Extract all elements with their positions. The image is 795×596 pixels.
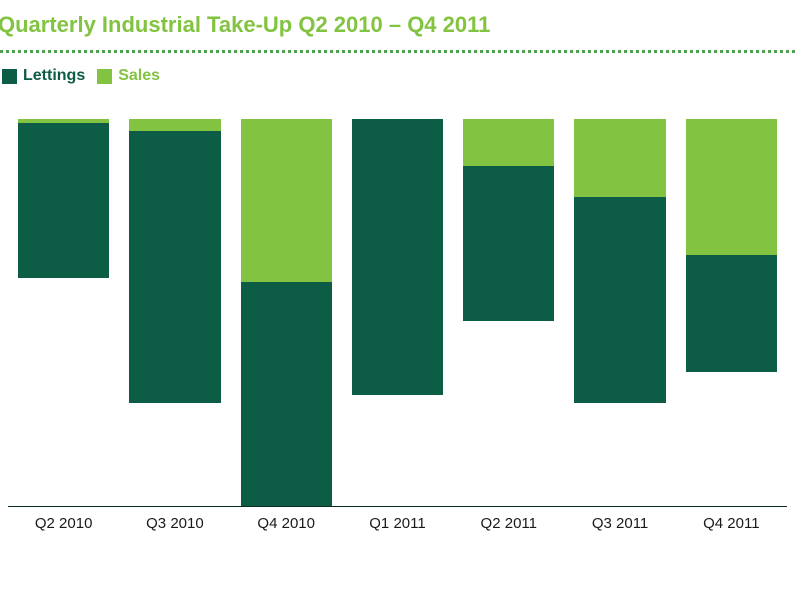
bar xyxy=(18,119,109,278)
bar-slot xyxy=(342,119,453,507)
bar-segment-lettings xyxy=(686,255,777,371)
legend-item-lettings: Lettings xyxy=(2,67,85,85)
bar-segment-lettings xyxy=(352,119,443,394)
bar xyxy=(129,119,220,402)
legend-label-sales: Sales xyxy=(118,67,160,85)
bar-segment-lettings xyxy=(18,123,109,278)
chart-area: Q2 2010Q3 2010Q4 2010Q1 2011Q2 2011Q3 20… xyxy=(0,119,795,537)
chart-title: Quarterly Industrial Take-Up Q2 2010 – Q… xyxy=(0,12,795,38)
x-axis-label: Q3 2011 xyxy=(564,509,675,537)
bar-slot xyxy=(8,119,119,507)
x-axis-label: Q4 2010 xyxy=(231,509,342,537)
bar xyxy=(241,119,332,507)
chart-container: Quarterly Industrial Take-Up Q2 2010 – Q… xyxy=(0,0,795,596)
legend-swatch-sales xyxy=(97,69,112,84)
x-axis-label: Q4 2011 xyxy=(676,509,787,537)
bar-segment-sales xyxy=(686,119,777,255)
x-axis-labels: Q2 2010Q3 2010Q4 2010Q1 2011Q2 2011Q3 20… xyxy=(8,509,787,537)
bar-segment-lettings xyxy=(241,282,332,507)
bar-slot xyxy=(231,119,342,507)
bar-slot xyxy=(119,119,230,507)
bar-segment-sales xyxy=(574,119,665,197)
legend-label-lettings: Lettings xyxy=(23,67,85,85)
bar xyxy=(352,119,443,394)
legend-item-sales: Sales xyxy=(97,67,160,85)
title-divider xyxy=(0,50,795,53)
x-axis-label: Q3 2010 xyxy=(119,509,230,537)
x-axis-label: Q1 2011 xyxy=(342,509,453,537)
bar-segment-sales xyxy=(129,119,220,131)
bar-segment-sales xyxy=(241,119,332,282)
bar-segment-lettings xyxy=(129,131,220,403)
bar-slot xyxy=(676,119,787,507)
bar-slot xyxy=(453,119,564,507)
legend-swatch-lettings xyxy=(2,69,17,84)
x-axis-line xyxy=(8,506,787,507)
bar xyxy=(686,119,777,371)
x-axis-label: Q2 2010 xyxy=(8,509,119,537)
bars-row xyxy=(8,119,787,507)
bar-segment-lettings xyxy=(463,166,554,321)
bar-segment-lettings xyxy=(574,197,665,403)
bar xyxy=(574,119,665,402)
legend: Lettings Sales xyxy=(0,67,795,85)
bar xyxy=(463,119,554,321)
x-axis-label: Q2 2011 xyxy=(453,509,564,537)
bar-segment-sales xyxy=(463,119,554,166)
plot-area xyxy=(8,119,787,507)
bar-slot xyxy=(564,119,675,507)
